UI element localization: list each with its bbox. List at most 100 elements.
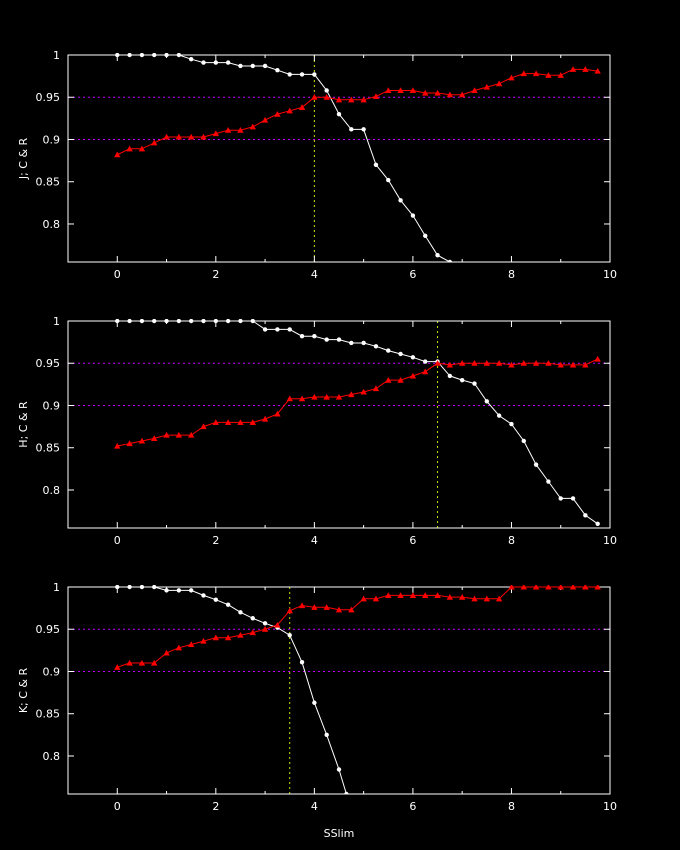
completeness-point — [386, 348, 391, 353]
x-tick-label: 8 — [508, 534, 515, 547]
x-tick-label: 8 — [508, 268, 515, 281]
completeness-point — [312, 334, 317, 339]
completeness-line — [117, 54, 451, 262]
reliability-point — [114, 442, 121, 449]
reliability-point — [557, 361, 564, 368]
reliability-line — [117, 68, 598, 156]
reliability-point — [163, 649, 170, 656]
completeness-point — [176, 588, 182, 593]
plot-frame — [67, 586, 611, 795]
completeness-point — [250, 616, 255, 621]
reliability-point — [212, 634, 220, 641]
completeness-point — [509, 421, 514, 427]
reliability-point — [335, 96, 343, 103]
reliability-point — [532, 70, 540, 77]
reliability-point — [311, 393, 318, 400]
reliability-point — [508, 585, 515, 590]
completeness-line — [117, 320, 598, 525]
completeness-point — [533, 462, 539, 467]
completeness-point — [299, 334, 305, 339]
completeness-point — [201, 319, 206, 324]
reliability-point — [385, 376, 392, 383]
completeness-point — [398, 198, 403, 203]
completeness-point — [238, 610, 243, 615]
reliability-point — [151, 139, 158, 146]
completeness-point — [349, 340, 354, 346]
x-tick-label: 4 — [311, 268, 318, 281]
reliability-point — [594, 355, 601, 362]
reliability-point — [187, 431, 195, 438]
reliability-point — [335, 393, 343, 400]
completeness-point — [275, 68, 280, 73]
reliability-point — [298, 395, 306, 402]
completeness-point — [344, 791, 349, 794]
completeness-point — [447, 259, 453, 262]
reliability-point — [323, 604, 330, 610]
y-tick-label: 1 — [53, 49, 60, 62]
reliability-point — [274, 110, 281, 117]
chart-panel-1: 0 2 4 6 8 10 1 0.95 0.9 0.85 0.8 J; C & R — [17, 49, 617, 281]
reliability-point — [545, 360, 552, 366]
completeness-point — [496, 413, 502, 418]
y-tick-label: 1 — [53, 581, 60, 594]
reliability-point — [397, 87, 404, 94]
x-tick-label: 2 — [212, 268, 219, 281]
reliability-point — [348, 606, 355, 613]
reliability-point — [261, 415, 269, 422]
reliability-point — [458, 593, 466, 600]
completeness-point — [201, 593, 206, 598]
x-tick-label: 2 — [212, 534, 219, 547]
reliability-point — [434, 89, 441, 96]
y-tick-label: 0.8 — [43, 750, 61, 763]
completeness-point — [361, 127, 366, 132]
y-tick-label: 0.85 — [36, 442, 61, 455]
completeness-point — [115, 319, 120, 324]
y-tick-label: 0.9 — [43, 399, 61, 412]
reliability-point — [151, 435, 158, 442]
reliability-point — [126, 145, 133, 152]
completeness-point — [213, 597, 219, 602]
x-tick-label: 6 — [409, 800, 416, 813]
reliability-point — [286, 107, 293, 114]
y-tick-label: 1 — [53, 315, 60, 328]
completeness-point — [299, 659, 305, 665]
reliability-point — [409, 87, 417, 94]
reliability-point — [569, 66, 577, 72]
reliability-point — [261, 626, 269, 632]
completeness-point — [373, 344, 379, 349]
reliability-point — [409, 372, 417, 379]
completeness-point — [127, 53, 132, 58]
y-axis-label: J; C & R — [17, 137, 30, 180]
completeness-point — [176, 319, 182, 324]
reliability-point — [274, 410, 281, 417]
completeness-point — [139, 53, 145, 58]
reliability-point — [224, 634, 232, 641]
reliability-point — [508, 361, 515, 368]
completeness-point — [398, 351, 403, 357]
reliability-point — [520, 70, 527, 77]
reliability-point — [434, 360, 441, 366]
reliability-point — [471, 595, 478, 602]
reliability-point — [175, 431, 183, 438]
plot-frame — [67, 320, 611, 529]
completeness-point — [127, 585, 132, 590]
reliability-point — [422, 89, 429, 96]
data-layer — [114, 53, 601, 262]
x-tick-label: 4 — [311, 800, 318, 813]
y-tick-label: 0.95 — [36, 623, 61, 636]
reliability-point — [434, 592, 441, 599]
completeness-point — [595, 521, 600, 526]
reliability-point — [557, 585, 564, 590]
reliability-point — [569, 585, 577, 590]
reliability-point — [237, 419, 244, 425]
reliability-point — [274, 621, 281, 628]
reliability-point — [360, 388, 367, 395]
reliability-point — [249, 123, 256, 130]
reliability-point — [175, 644, 183, 651]
reliability-point — [582, 585, 589, 590]
reliability-point — [348, 96, 355, 103]
reliability-point — [360, 595, 367, 602]
reliability-point — [495, 595, 503, 602]
reliability-point — [471, 87, 478, 94]
